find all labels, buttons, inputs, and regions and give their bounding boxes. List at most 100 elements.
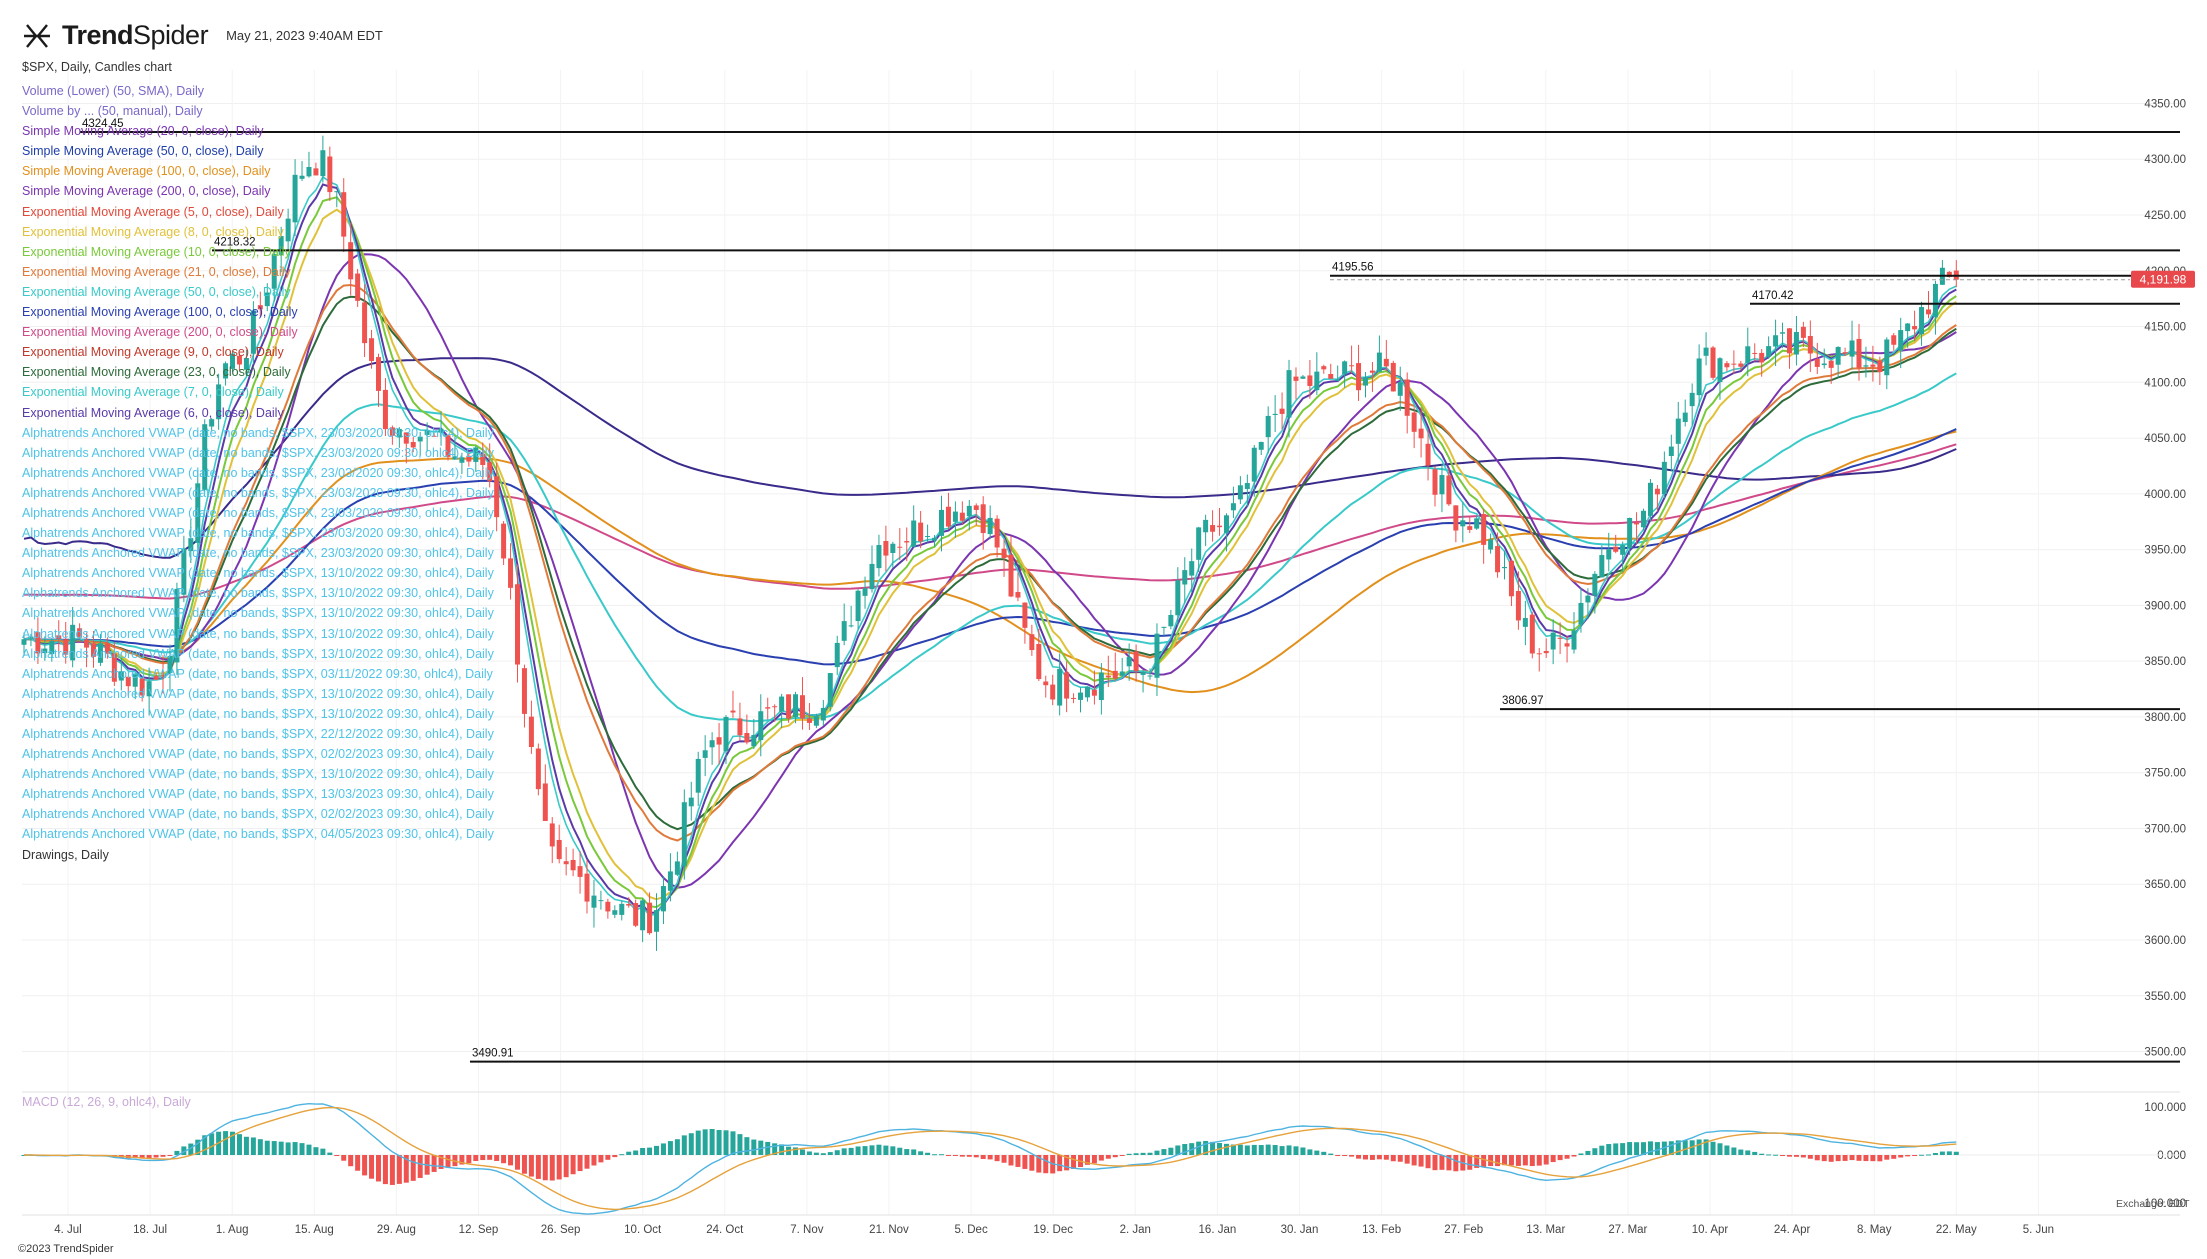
macd-histogram-bar bbox=[1161, 1149, 1167, 1155]
macd-histogram-bar bbox=[932, 1154, 938, 1156]
candle-body bbox=[1522, 618, 1528, 627]
indicator-legend-item[interactable]: Volume by ... (50, manual), Daily bbox=[22, 104, 203, 119]
candle-body bbox=[549, 823, 555, 847]
candle-body bbox=[369, 338, 375, 361]
current-price-tag: 4,191.98 bbox=[2131, 270, 2195, 288]
candle-body bbox=[1502, 566, 1508, 569]
indicator-legend-item[interactable]: Alphatrends Anchored VWAP (date, no band… bbox=[22, 606, 494, 621]
candle-body bbox=[598, 900, 604, 902]
indicator-legend-item[interactable]: Alphatrends Anchored VWAP (date, no band… bbox=[22, 566, 494, 581]
candle-body bbox=[994, 518, 1000, 548]
candle-body bbox=[744, 732, 750, 743]
candle-body bbox=[466, 455, 472, 462]
indicator-legend-item[interactable]: Exponential Moving Average (5, 0, close)… bbox=[22, 204, 284, 219]
indicator-legend-item[interactable]: Alphatrends Anchored VWAP (date, no band… bbox=[22, 686, 494, 701]
indicator-legend-item[interactable]: Exponential Moving Average (8, 0, close)… bbox=[22, 224, 284, 239]
indicator-legend-item[interactable]: Simple Moving Average (50, 0, close), Da… bbox=[22, 144, 264, 159]
indicator-legend-item[interactable]: Alphatrends Anchored VWAP (date, no band… bbox=[22, 626, 494, 641]
candle-body bbox=[1474, 518, 1480, 529]
price-tick-label: 3650.00 bbox=[2144, 879, 2186, 891]
macd-histogram-bar bbox=[1696, 1139, 1702, 1155]
indicator-legend-item[interactable]: Exponential Moving Average (7, 0, close)… bbox=[22, 385, 284, 400]
candle-body bbox=[257, 305, 263, 310]
macd-histogram-bar bbox=[243, 1136, 249, 1155]
macd-histogram-bar bbox=[1946, 1151, 1952, 1155]
candle-body bbox=[626, 904, 632, 906]
macd-histogram-bar bbox=[549, 1155, 555, 1181]
indicator-legend-item[interactable]: Alphatrends Anchored VWAP (date, no band… bbox=[22, 485, 494, 500]
indicator-legend-item[interactable]: Simple Moving Average (20, 0, close), Da… bbox=[22, 124, 264, 139]
candle-body bbox=[1710, 347, 1716, 378]
macd-histogram-bar bbox=[1627, 1142, 1633, 1155]
candle-body bbox=[1807, 336, 1813, 354]
indicator-legend-item[interactable]: Exponential Moving Average (200, 0, clos… bbox=[22, 325, 298, 340]
indicator-legend-item[interactable]: Alphatrends Anchored VWAP (date, no band… bbox=[22, 586, 494, 601]
indicator-legend-item[interactable]: Alphatrends Anchored VWAP (date, no band… bbox=[22, 787, 494, 802]
macd-histogram-bar bbox=[542, 1155, 548, 1181]
moving-average-line bbox=[23, 357, 1957, 559]
macd-histogram-bar bbox=[466, 1155, 472, 1164]
indicator-legend-item[interactable]: Exponential Moving Average (6, 0, close)… bbox=[22, 405, 284, 420]
indicator-legend-item[interactable]: Exponential Moving Average (23, 0, close… bbox=[22, 365, 291, 380]
indicator-legend-item[interactable]: Drawings, Daily bbox=[22, 847, 109, 862]
price-tick-label: 3700.00 bbox=[2144, 823, 2186, 835]
macd-histogram-bar bbox=[660, 1143, 666, 1155]
indicator-legend-item[interactable]: Exponential Moving Average (10, 0, close… bbox=[22, 244, 291, 259]
indicator-legend-item[interactable]: Exponential Moving Average (100, 0, clos… bbox=[22, 305, 298, 320]
macd-histogram-bar bbox=[1814, 1155, 1820, 1161]
indicator-legend-item[interactable]: Exponential Moving Average (50, 0, close… bbox=[22, 284, 291, 299]
price-tick-label: 4350.00 bbox=[2144, 98, 2186, 110]
macd-histogram-bar bbox=[1369, 1155, 1375, 1160]
candle-body bbox=[202, 424, 208, 490]
indicator-legend-item[interactable]: Alphatrends Anchored VWAP (date, no band… bbox=[22, 505, 494, 520]
indicator-legend-item[interactable]: Volume (Lower) (50, SMA), Daily bbox=[22, 84, 205, 98]
candle-body bbox=[1328, 374, 1334, 379]
date-tick-label: 10. Oct bbox=[624, 1224, 662, 1236]
candle-body bbox=[730, 710, 736, 713]
candle-body bbox=[1404, 379, 1410, 416]
candle-body bbox=[1912, 326, 1918, 330]
candle-body bbox=[966, 505, 972, 517]
macd-histogram-bar bbox=[146, 1155, 152, 1159]
macd-histogram-bar bbox=[1529, 1155, 1535, 1167]
indicator-legend-item[interactable]: Alphatrends Anchored VWAP (date, no band… bbox=[22, 445, 494, 460]
indicator-legend-item[interactable]: Exponential Moving Average (21, 0, close… bbox=[22, 264, 291, 279]
candle-body bbox=[1578, 602, 1584, 625]
indicator-legend-item[interactable]: Alphatrends Anchored VWAP (date, no band… bbox=[22, 747, 494, 762]
indicator-legend-item[interactable]: Simple Moving Average (100, 0, close), D… bbox=[22, 164, 271, 179]
indicator-legend-item[interactable]: Alphatrends Anchored VWAP (date, no band… bbox=[22, 666, 493, 681]
macd-histogram-bar bbox=[1731, 1147, 1737, 1155]
macd-histogram-bar bbox=[195, 1139, 201, 1155]
candle-body bbox=[1724, 363, 1730, 368]
macd-histogram-bar bbox=[716, 1130, 722, 1155]
indicator-legend-item[interactable]: Alphatrends Anchored VWAP (date, no band… bbox=[22, 767, 494, 782]
indicator-legend-item[interactable]: Alphatrends Anchored VWAP (date, no band… bbox=[22, 425, 494, 440]
macd-histogram-bar bbox=[167, 1155, 173, 1156]
candle-body bbox=[1780, 332, 1786, 334]
indicator-legend-item[interactable]: Alphatrends Anchored VWAP (date, no band… bbox=[22, 546, 494, 561]
indicator-legend-item[interactable]: Alphatrends Anchored VWAP (date, no band… bbox=[22, 706, 494, 721]
candles bbox=[21, 135, 1959, 951]
macd-histogram-bar bbox=[918, 1151, 924, 1155]
indicator-legend-item[interactable]: Alphatrends Anchored VWAP (date, no band… bbox=[22, 827, 494, 842]
indicator-legend-item[interactable]: Alphatrends Anchored VWAP (date, no band… bbox=[22, 646, 494, 661]
candle-body bbox=[1307, 375, 1313, 386]
macd-histogram-bar bbox=[1585, 1150, 1591, 1155]
candle-body bbox=[1272, 413, 1278, 415]
candle-body bbox=[959, 512, 965, 521]
indicator-legend-item[interactable]: Exponential Moving Average (9, 0, close)… bbox=[22, 345, 284, 360]
macd-histogram-bar bbox=[348, 1155, 354, 1167]
exchange-label: Exchange: EDT bbox=[2116, 1198, 2190, 1210]
price-axis: 3500.00 3550.00 3600.00 3650.00 3700.00 3750.… bbox=[2144, 98, 2186, 1058]
macd-histogram-bar bbox=[938, 1154, 944, 1156]
macd-histogram-bar bbox=[1446, 1155, 1452, 1171]
candle-body bbox=[1390, 362, 1396, 392]
indicator-legend-item[interactable]: Alphatrends Anchored VWAP (date, no band… bbox=[22, 526, 494, 541]
indicator-legend-item[interactable]: Alphatrends Anchored VWAP (date, no band… bbox=[22, 807, 494, 822]
indicator-legend-item[interactable]: Alphatrends Anchored VWAP (date, no band… bbox=[22, 727, 494, 741]
macd-histogram-bar bbox=[230, 1131, 236, 1155]
indicator-legend-item[interactable]: Simple Moving Average (200, 0, close), D… bbox=[22, 184, 271, 199]
candle-body bbox=[28, 636, 34, 639]
indicator-legend-item[interactable]: Alphatrends Anchored VWAP (date, no band… bbox=[22, 465, 494, 480]
